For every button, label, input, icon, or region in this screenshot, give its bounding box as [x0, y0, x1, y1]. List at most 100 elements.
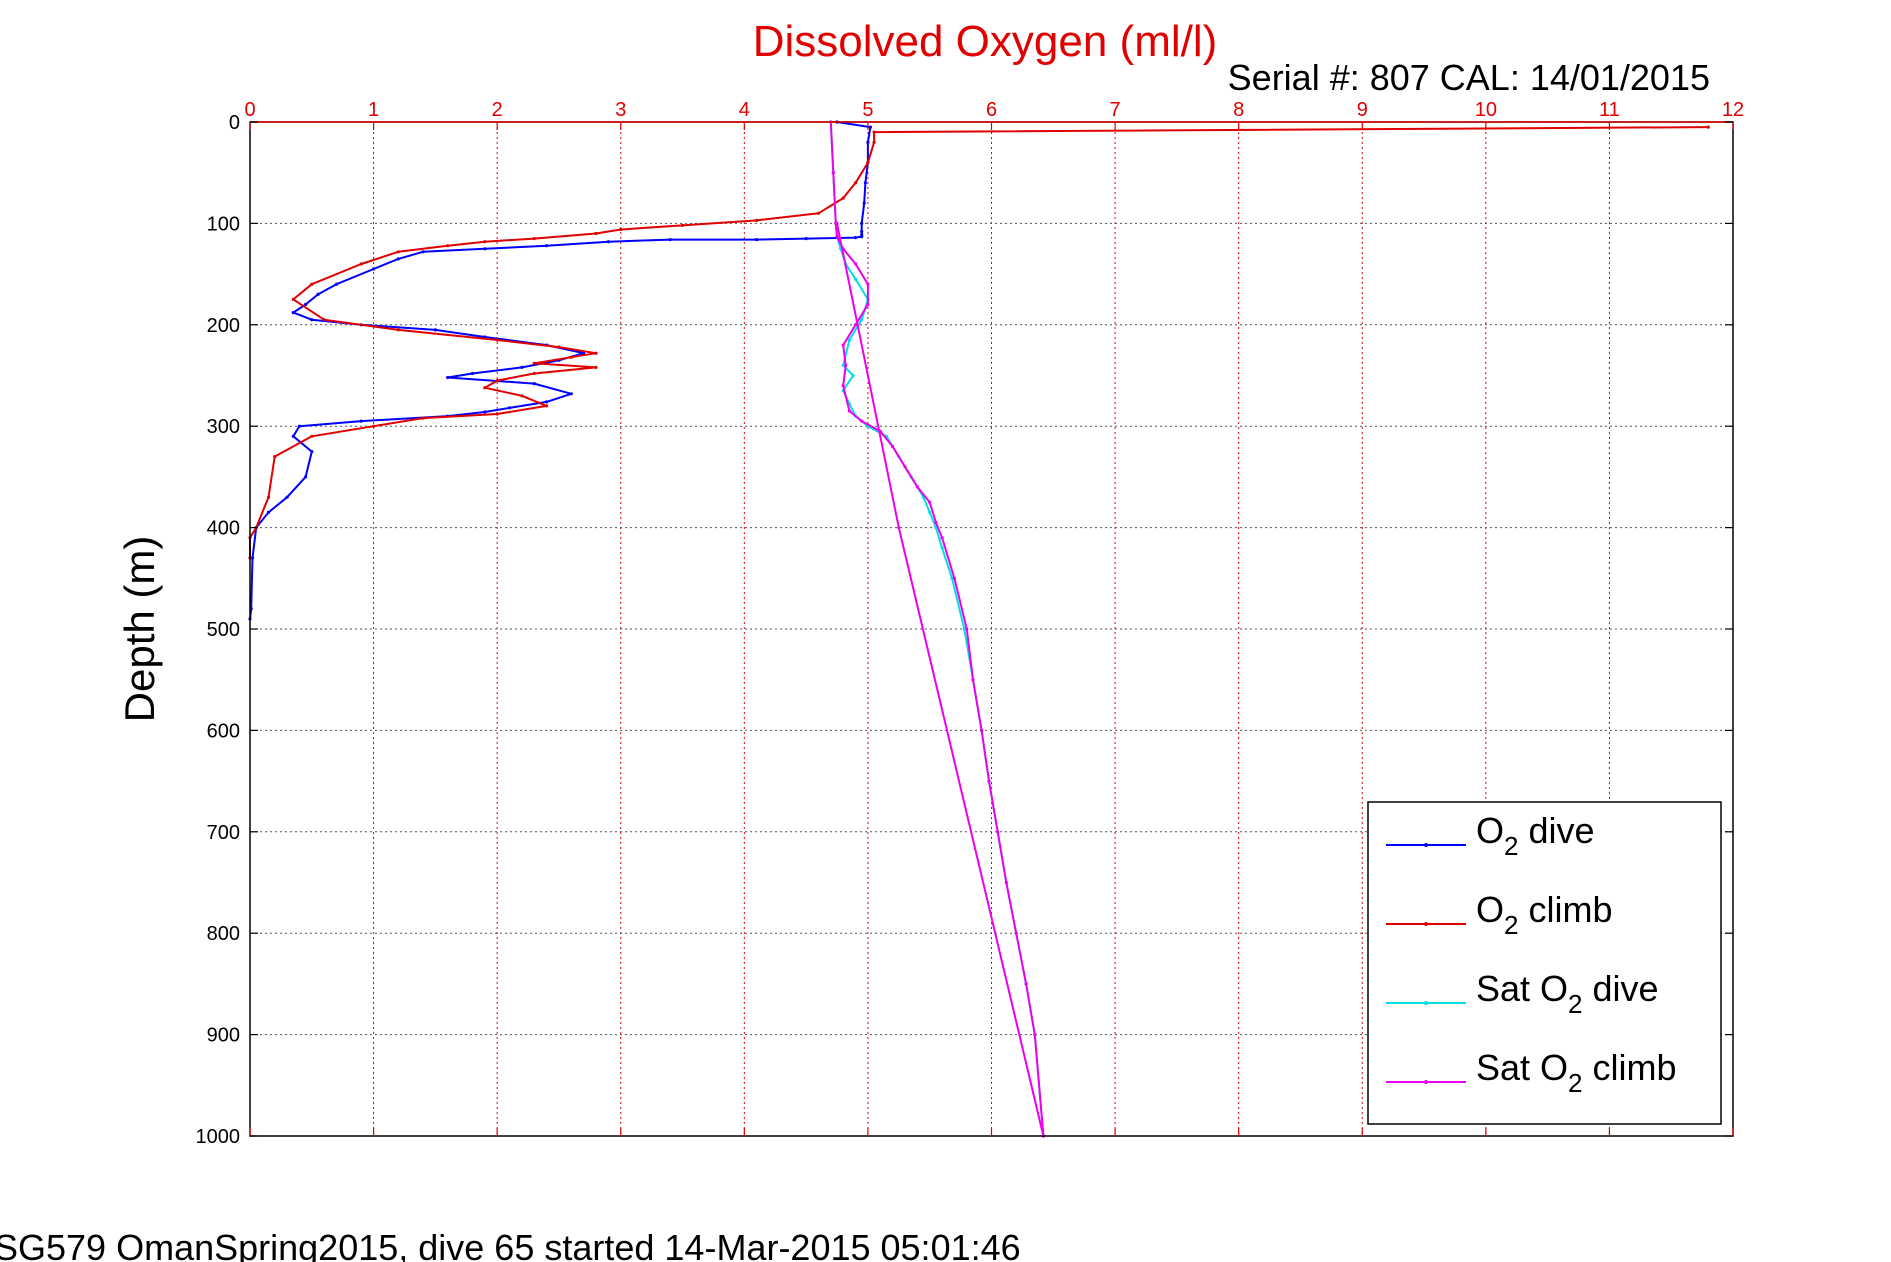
legend-label: Sat O2 dive [1476, 968, 1659, 1019]
series-point [291, 434, 295, 438]
series-point [866, 140, 870, 144]
legend-marker [1424, 1080, 1428, 1084]
series-point [310, 318, 314, 322]
series-point [965, 627, 969, 631]
series-point [854, 236, 858, 240]
series-point [844, 363, 848, 367]
series-point [291, 311, 295, 315]
series-point [359, 262, 363, 266]
series-point [619, 227, 623, 232]
legend-marker [1424, 922, 1428, 926]
series-point [582, 351, 586, 355]
series-point [291, 297, 295, 301]
series-point [545, 400, 549, 404]
y-tick-label: 300 [207, 416, 240, 438]
series-point [532, 237, 536, 241]
series-point [545, 244, 549, 248]
series-point [470, 371, 474, 376]
serial-calibration-text: Serial #: 807 CAL: 14/01/2015 [1228, 57, 1710, 98]
series-point [594, 351, 598, 355]
series-point [495, 412, 499, 416]
series-point [841, 384, 845, 388]
series-point [372, 424, 376, 428]
series-point [847, 338, 852, 342]
legend-marker [1424, 843, 1428, 847]
series-point [891, 444, 895, 449]
y-tick-label: 1000 [196, 1126, 241, 1148]
legend-label: O2 dive [1476, 810, 1595, 861]
series-point [952, 576, 957, 580]
series-point [928, 510, 932, 514]
chart-title: Dissolved Oxygen (ml/l) [753, 17, 1218, 66]
series-point [1004, 880, 1008, 885]
series-point [483, 247, 487, 251]
series-point [310, 450, 314, 454]
series-point [940, 536, 944, 540]
series-point [980, 728, 984, 733]
figure-caption: SG579 OmanSpring2015, dive 65 started 14… [0, 1227, 1021, 1262]
series-point [1014, 931, 1018, 935]
x-tick-label: 6 [986, 99, 997, 121]
x-tick-label: 5 [862, 99, 873, 121]
y-tick-labels: 0 100 200 300 400 500 600 700 800 900 1000 [196, 112, 1733, 1148]
series-point [359, 419, 363, 423]
series-point [266, 510, 271, 514]
series-point [396, 257, 400, 261]
series-point [297, 424, 301, 428]
x-tick-label: 4 [739, 99, 750, 121]
series-point [841, 363, 845, 367]
y-tick-label: 600 [207, 720, 240, 742]
series-point [755, 218, 759, 222]
y-tick-label: 400 [207, 518, 240, 540]
legend-box [1367, 801, 1722, 1125]
series-point [569, 355, 573, 359]
series-point [446, 375, 450, 380]
series-point [266, 495, 271, 499]
series-point [594, 365, 598, 369]
series-point [854, 262, 858, 266]
y-tick-label: 100 [207, 213, 240, 235]
series-point [860, 235, 864, 239]
series-point [872, 140, 876, 144]
series-point [860, 229, 864, 234]
series-point [1024, 982, 1028, 986]
series-point [755, 238, 759, 242]
y-axis-label: Depth (m) [116, 536, 163, 723]
series-point [866, 161, 870, 165]
series-point [421, 250, 425, 254]
series-point [680, 223, 685, 227]
series-point [835, 221, 839, 225]
series-point [483, 240, 487, 244]
series-point [250, 556, 255, 560]
series-point [316, 292, 320, 296]
series-point [304, 302, 308, 307]
x-tick-label: 3 [615, 99, 626, 121]
series-point [569, 392, 573, 396]
x-tick-label: 9 [1357, 99, 1368, 121]
series-point [532, 361, 536, 365]
series-point [396, 328, 400, 332]
x-tick-label: 10 [1475, 99, 1497, 121]
x-tick-label: 8 [1233, 99, 1244, 121]
series-point [557, 345, 561, 349]
series-point [872, 130, 876, 134]
series-point [841, 247, 845, 251]
legend-label: O2 climb [1476, 889, 1613, 940]
series-point [1033, 1033, 1037, 1037]
series-point [606, 240, 611, 244]
data-series [248, 120, 1710, 1138]
series-point [854, 323, 858, 327]
series-point [841, 196, 845, 200]
series-point [483, 410, 487, 414]
x-tick-label: 7 [1110, 99, 1121, 121]
series-point [507, 406, 512, 410]
series-point [860, 318, 864, 322]
series-point [396, 250, 400, 254]
series-point [816, 211, 821, 215]
series-point [868, 125, 873, 129]
series-point [310, 282, 314, 286]
legend-marker [1424, 1001, 1428, 1005]
x-tick-label: 2 [492, 99, 503, 121]
series-line-2 [249, 126, 1709, 558]
series-point [934, 520, 938, 525]
